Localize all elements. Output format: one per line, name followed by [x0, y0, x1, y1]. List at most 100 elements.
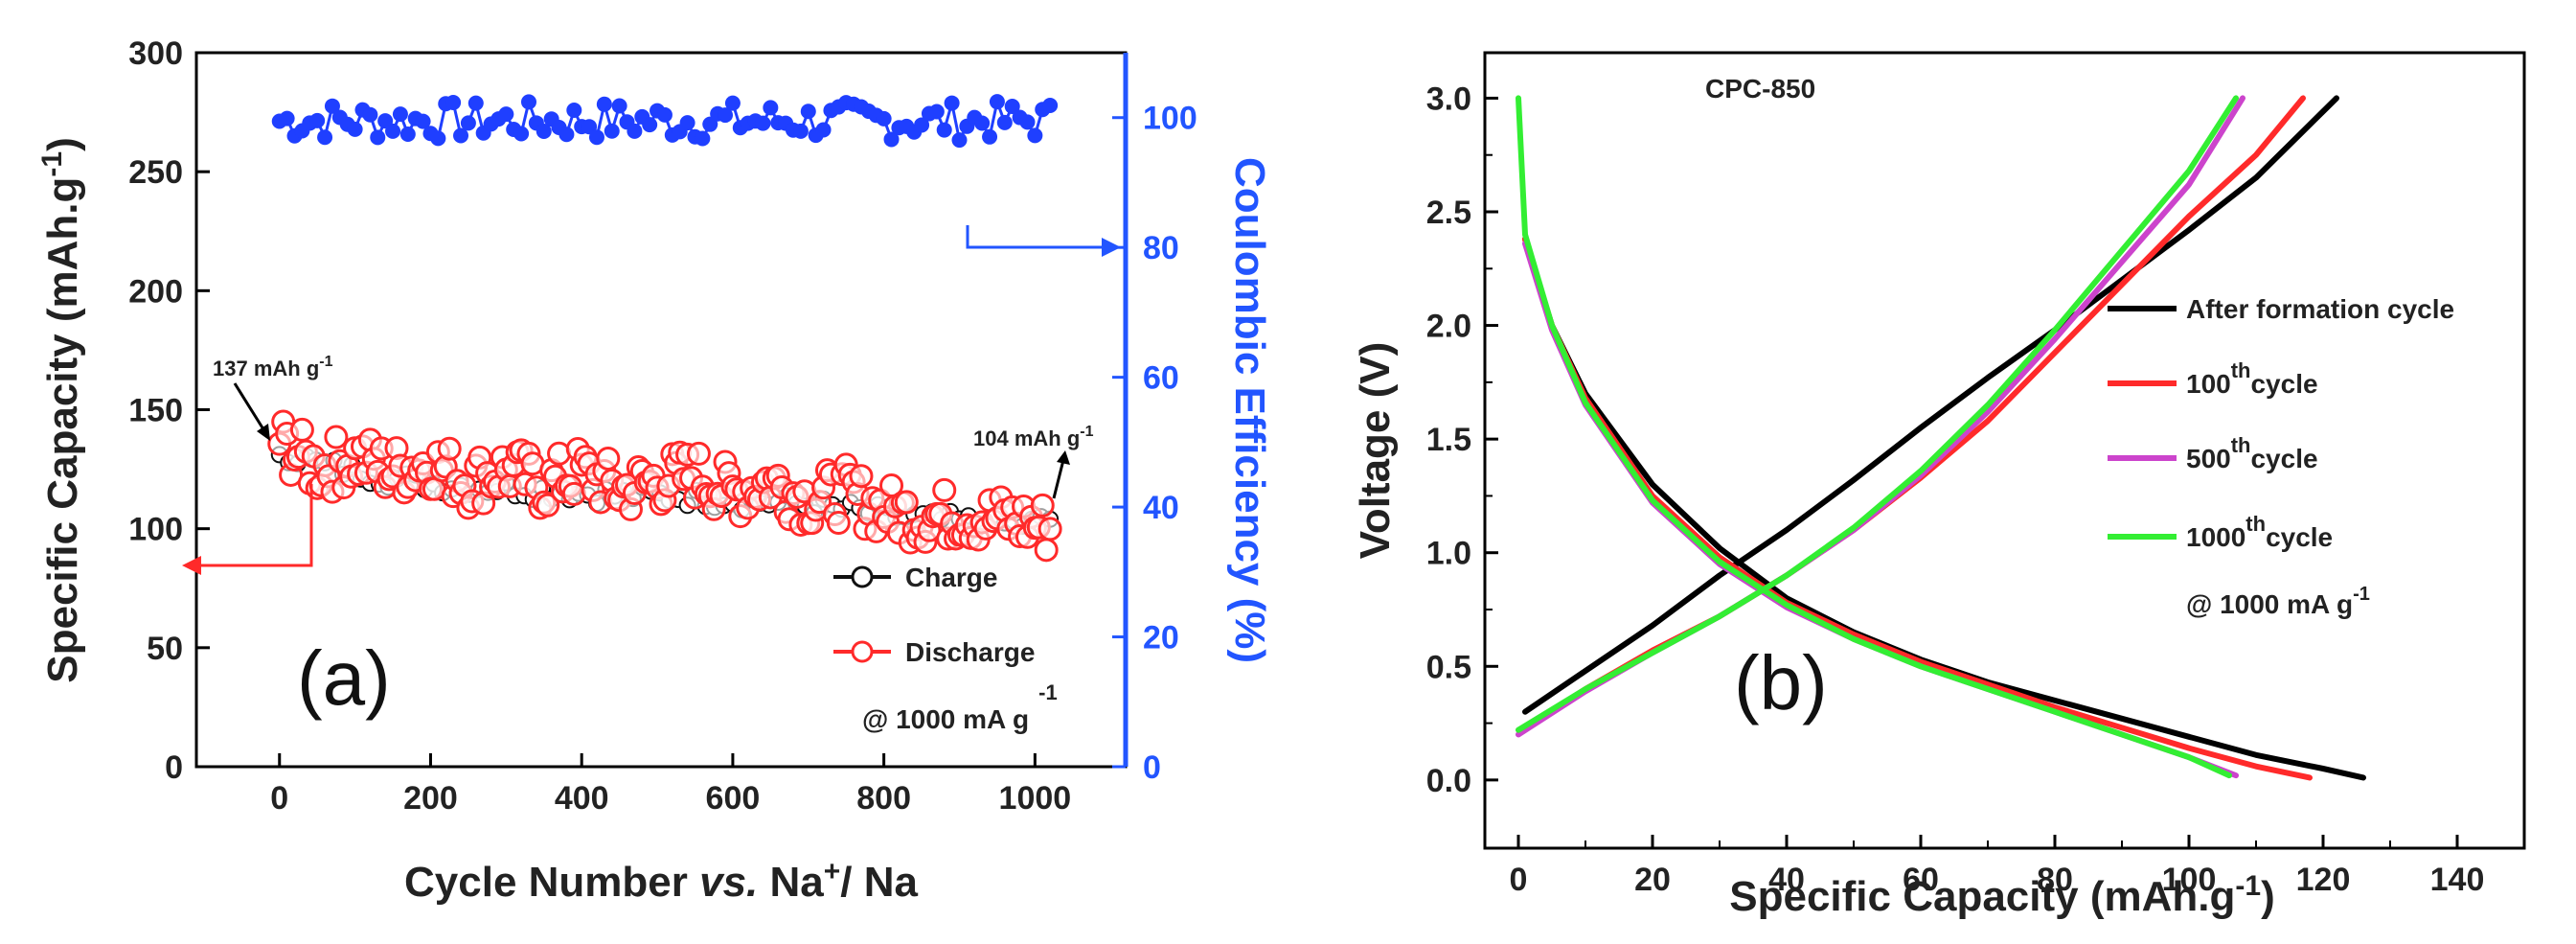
efficiency-point	[679, 115, 695, 131]
legend-100th-sup: th	[2231, 358, 2251, 382]
panel-a-x-label-na: Na	[758, 859, 824, 906]
discharge-point	[596, 446, 621, 471]
discharge-point	[686, 441, 711, 466]
legend-b-current-sup: -1	[2353, 584, 2370, 605]
legend-discharge-marker	[851, 640, 874, 663]
efficiency-point	[724, 95, 741, 111]
discharge-point	[324, 425, 349, 449]
efficiency-point	[536, 123, 552, 139]
panel-b-legend: After formation cycle 100thcycle 500thcy…	[2108, 294, 2454, 619]
right-axis-arrowhead	[1102, 238, 1121, 257]
efficiency-point	[588, 129, 604, 146]
efficiency-point	[309, 112, 326, 128]
efficiency-point	[1019, 114, 1036, 130]
efficiency-point	[279, 110, 295, 127]
legend-1000th-cycle: cycle	[2266, 522, 2333, 552]
annotation-last-arrowhead	[1057, 450, 1070, 465]
discharge-point	[437, 436, 462, 461]
efficiency-point	[611, 98, 627, 114]
panel-b-y-tick-label: 1.5	[1426, 422, 1471, 458]
annotation-last-sup: -1	[1080, 424, 1093, 440]
after-formation-charge-curve	[1522, 95, 2339, 715]
discharge-point	[849, 464, 874, 489]
efficiency-point	[604, 123, 620, 139]
discharge-point	[932, 477, 957, 502]
discharge-point	[826, 511, 851, 536]
discharge-point	[536, 493, 560, 518]
efficiency-point	[324, 98, 340, 114]
efficiency-point	[876, 110, 892, 127]
panel-b-x-label-end: )	[2261, 873, 2275, 920]
annotation-last-capacity: 104 mAh g-1	[973, 424, 1094, 450]
efficiency-point	[627, 123, 643, 139]
panel-a-x-tick-label: 1000	[999, 780, 1072, 817]
1000th-discharge-curve	[1516, 95, 2232, 779]
efficiency-point	[520, 94, 536, 110]
legend-100th-cycle: cycle	[2250, 369, 2317, 399]
panel-a-y-label-sup: -1	[36, 151, 68, 177]
annotation-last-text: 104 mAh g	[973, 426, 1080, 450]
panel-a-x-tick-label: 600	[706, 780, 761, 817]
panel-a-y-label: Specific Capacity (mAh.g-1)	[36, 137, 86, 682]
efficiency-point	[513, 126, 530, 142]
legend-500th-sup: th	[2231, 433, 2251, 457]
efficiency-point	[914, 117, 930, 133]
efficiency-point	[989, 94, 1005, 110]
panel-a-x-label-main: Cycle Number	[404, 859, 699, 906]
efficiency-point	[982, 128, 998, 145]
panel-b-x-tick-label: 140	[2430, 862, 2485, 898]
panel-a-y-label-end: )	[39, 137, 86, 151]
legend-b-current-label: @ 1000 mA g-1	[2186, 584, 2370, 619]
efficiency-point	[317, 129, 333, 146]
efficiency-point	[815, 122, 832, 138]
efficiency-point	[936, 122, 952, 138]
efficiency-point	[718, 107, 734, 124]
panel-a-y2-tick-label: 60	[1143, 360, 1179, 397]
efficiency-point	[445, 95, 462, 111]
discharge-point	[1034, 538, 1059, 563]
panel-a-y-label-main: Specific Capacity (mAh.g	[39, 177, 86, 683]
panel-a-y-tick-label: 100	[128, 512, 183, 548]
legend-current-label: @ 1000 mA g -1	[862, 680, 1058, 734]
left-axis-arrowhead	[182, 556, 201, 575]
panel-b-x-label: Specific Capacity (mAh.g-1)	[1729, 870, 2274, 920]
efficiency-point	[392, 106, 408, 123]
panel-b-label: (b)	[1734, 640, 1828, 725]
panel-a-y2-tick-label: 0	[1143, 749, 1161, 786]
efficiency-point	[596, 96, 612, 112]
panel-b-y-tick-label: 3.0	[1426, 81, 1471, 117]
legend-current-text: @ 1000 mA g	[862, 704, 1029, 734]
right-axis-arrow	[966, 225, 1102, 249]
panel-a-x-tick-label: 400	[555, 780, 609, 817]
efficiency-point	[800, 104, 816, 120]
efficiency-point	[566, 103, 582, 119]
efficiency-point	[385, 123, 401, 139]
panel-b-x-tick-label: 60	[1903, 862, 1939, 898]
1000th-charge-curve	[1516, 95, 2239, 733]
efficiency-point	[362, 106, 378, 123]
panel-a-x-label-vs: vs.	[699, 859, 758, 906]
discharge-point	[561, 481, 586, 506]
efficiency-point	[467, 95, 484, 111]
panel-b-frame	[1483, 51, 2526, 850]
efficiency-point	[695, 130, 711, 147]
legend-100th-num: 100	[2186, 369, 2231, 399]
panel-a-x-tick-label: 0	[270, 780, 288, 817]
efficiency-point	[656, 106, 672, 123]
efficiency-point	[1027, 127, 1043, 144]
panel-a-x-tick-label: 200	[403, 780, 458, 817]
efficiency-point	[642, 117, 658, 133]
legend-500th-num: 500	[2186, 444, 2231, 473]
panel-b-title: CPC-850	[1705, 74, 1815, 104]
efficiency-point	[415, 113, 431, 129]
panel-a-y-tick-label: 150	[128, 393, 183, 429]
discharge-point	[894, 490, 919, 515]
discharge-point	[289, 417, 314, 442]
annotation-last-arrow	[1052, 459, 1065, 499]
panel-b-x-tick-label: 20	[1634, 862, 1671, 898]
panel-a: 0 200 400 600 800 1000 0 50 100 150 200 250 300 0 20 40…	[36, 35, 1273, 906]
legend-charge-marker	[851, 565, 874, 588]
efficiency-point	[763, 100, 779, 116]
legend-charge-label: Charge	[905, 563, 997, 592]
panel-a-y-tick-label: 250	[128, 154, 183, 191]
